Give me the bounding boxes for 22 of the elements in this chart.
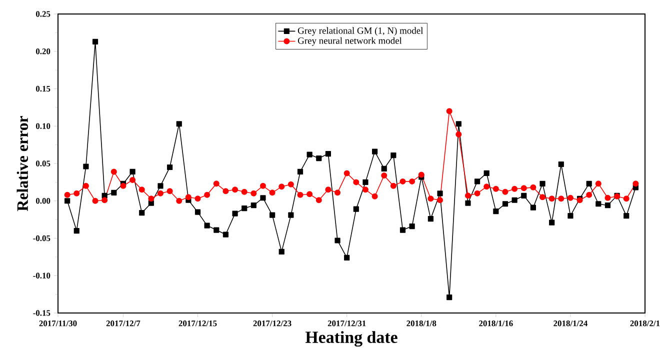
x-tick-label: 2017/11/30 — [39, 320, 77, 326]
y-tick-label: 0.20 — [36, 48, 50, 54]
y-tick-label: -0.05 — [33, 235, 50, 242]
x-tick-label: 2018/2/1 — [630, 320, 660, 326]
x-axis-title: Heating date — [305, 331, 398, 347]
x-tick-label: 2017/12/7 — [106, 320, 140, 326]
x-tick-label: 2018/1/8 — [406, 320, 436, 326]
y-tick-label: 0.00 — [36, 198, 50, 204]
x-tick-label: 2017/12/23 — [253, 320, 292, 326]
y-tick-label: -0.10 — [33, 272, 50, 279]
legend-label: Grey relational GM (1, N) model — [298, 27, 424, 36]
y-tick-label: 0.10 — [36, 123, 50, 130]
x-tick-label: 2018/1/24 — [554, 320, 588, 326]
y-tick-label: -0.15 — [33, 310, 50, 316]
x-tick-label: 2017/12/15 — [178, 320, 217, 326]
x-tick-label: 2018/1/16 — [479, 320, 513, 326]
y-tick-label: 0.05 — [36, 160, 50, 166]
y-tick-label: 0.15 — [36, 86, 50, 92]
y-axis-title: Relative error — [16, 116, 28, 212]
y-tick-label: 0.25 — [36, 11, 50, 17]
legend-label: Grey neural network model — [298, 37, 402, 46]
x-tick-label: 2017/12/31 — [328, 320, 366, 326]
